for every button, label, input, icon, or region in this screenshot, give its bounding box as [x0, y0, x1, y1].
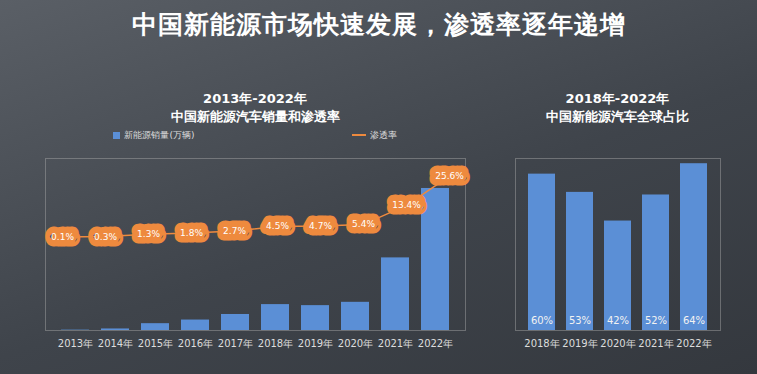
svg-text:2022年: 2022年: [418, 338, 453, 349]
svg-text:2015年: 2015年: [138, 338, 173, 349]
svg-text:60%: 60%: [531, 315, 553, 326]
svg-text:1.3%: 1.3%: [137, 229, 160, 239]
html-text:2018年-2022年: 2018年-2022年: [565, 91, 670, 106]
html-text:中国新能源市场快速发展，渗透率逐年递增: 中国新能源市场快速发展，渗透率逐年递增: [131, 10, 626, 39]
svg-text:0.1%: 0.1%: [51, 232, 74, 242]
html-text:2013年-2022年: 2013年-2022年: [203, 91, 307, 106]
svg-text:2021年: 2021年: [638, 338, 673, 349]
svg-text:2013年: 2013年: [58, 338, 93, 349]
svg-text:42%: 42%: [607, 315, 629, 326]
svg-text:4.7%: 4.7%: [309, 221, 332, 231]
html-text:新能源销量(万辆): 新能源销量(万辆): [124, 129, 195, 140]
svg-text:64%: 64%: [683, 315, 705, 326]
html-text:渗透率: 渗透率: [369, 129, 397, 140]
svg-text:13.4%: 13.4%: [392, 200, 421, 210]
svg-text:25.6%: 25.6%: [435, 171, 464, 181]
svg-text:2016年: 2016年: [178, 338, 213, 349]
html-text:中国新能源汽车销量和渗透率: 中国新能源汽车销量和渗透率: [170, 109, 340, 124]
svg-text:5.4%: 5.4%: [352, 219, 375, 229]
svg-text:2.7%: 2.7%: [223, 226, 246, 236]
svg-text:2014年: 2014年: [98, 338, 133, 349]
svg-text:2021年: 2021年: [378, 338, 413, 349]
svg-text:2019年: 2019年: [562, 338, 597, 349]
svg-text:2020年: 2020年: [600, 338, 635, 349]
svg-text:2022年: 2022年: [676, 338, 711, 349]
svg-text:2017年: 2017年: [218, 338, 253, 349]
svg-text:0.3%: 0.3%: [94, 231, 117, 241]
html-text:中国新能源汽车全球占比: 中国新能源汽车全球占比: [546, 109, 689, 124]
svg-text:4.5%: 4.5%: [266, 221, 289, 231]
svg-text:53%: 53%: [569, 315, 591, 326]
svg-text:1.8%: 1.8%: [180, 228, 203, 238]
svg-text:2020年: 2020年: [338, 338, 373, 349]
svg-text:2018年: 2018年: [258, 338, 293, 349]
svg-text:2018年: 2018年: [524, 338, 559, 349]
svg-text:52%: 52%: [645, 315, 667, 326]
svg-text:2019年: 2019年: [298, 338, 333, 349]
